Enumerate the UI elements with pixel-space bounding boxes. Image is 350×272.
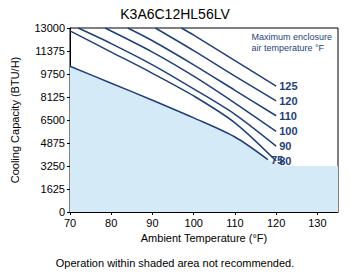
svg-text:1625: 1625: [41, 183, 65, 195]
svg-text:3250: 3250: [41, 160, 65, 172]
svg-text:Maximum enclosure: Maximum enclosure: [251, 32, 332, 42]
svg-text:air temperature °F: air temperature °F: [251, 43, 324, 53]
svg-text:125: 125: [279, 80, 297, 92]
svg-text:100: 100: [185, 217, 203, 229]
svg-text:130: 130: [308, 217, 326, 229]
svg-text:Cooling Capacity (BTU/H): Cooling Capacity (BTU/H): [9, 57, 21, 184]
svg-text:0: 0: [58, 206, 65, 218]
svg-text:110: 110: [279, 110, 297, 122]
svg-text:90: 90: [279, 140, 291, 152]
svg-text:4875: 4875: [41, 137, 65, 149]
svg-text:Operation within shaded area n: Operation within shaded area not recomme…: [56, 257, 294, 269]
svg-text:120: 120: [279, 95, 297, 107]
svg-text:9750: 9750: [41, 68, 65, 80]
svg-text:80: 80: [279, 155, 292, 167]
svg-text:8125: 8125: [41, 91, 65, 103]
svg-text:110: 110: [226, 217, 244, 229]
svg-text:13000: 13000: [34, 22, 65, 34]
svg-text:80: 80: [105, 217, 117, 229]
svg-text:Ambient Temperature (°F): Ambient Temperature (°F): [141, 232, 267, 244]
svg-text:100: 100: [279, 125, 297, 137]
svg-text:K3A6C12HL56LV: K3A6C12HL56LV: [120, 6, 230, 22]
svg-text:90: 90: [146, 217, 158, 229]
svg-text:120: 120: [267, 217, 285, 229]
svg-text:11375: 11375: [35, 45, 65, 57]
svg-text:70: 70: [64, 217, 76, 229]
svg-text:6500: 6500: [41, 114, 65, 126]
svg-text:75: 75: [271, 154, 283, 166]
